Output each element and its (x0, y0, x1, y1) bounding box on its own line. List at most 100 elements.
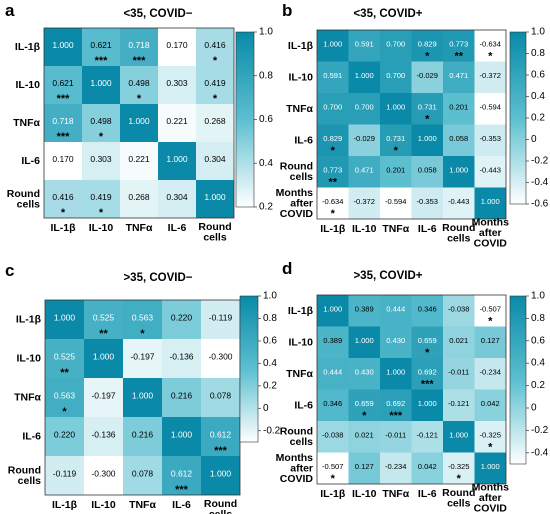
heatmap-cell (162, 300, 201, 339)
heatmap-cell (196, 66, 234, 104)
cell-value-label: -0.197 (91, 391, 115, 401)
heatmap-cell (317, 421, 349, 453)
heatmap-cell (196, 180, 234, 218)
col-label-a-4: cells (203, 231, 227, 243)
cell-value-label: -0.300 (208, 352, 232, 362)
heatmap-cell (474, 93, 506, 125)
colorbar-tick-label: 0.2 (531, 113, 545, 124)
heatmap-cell (158, 180, 196, 218)
row-label-d-5: after (290, 462, 313, 474)
cell-value-label: 1.000 (449, 430, 468, 439)
heatmap-cell (84, 300, 123, 339)
heatmap-cell (474, 452, 506, 484)
cell-value-label: -0.234 (479, 367, 501, 376)
heatmap-cell (443, 156, 475, 188)
heatmap-cell (411, 295, 443, 327)
heatmap-cell (201, 456, 240, 495)
panel-title-a: <35, COVID− (123, 8, 192, 20)
colorbar-tick-label: 0.6 (263, 335, 277, 346)
cell-value-label: 0.268 (204, 116, 226, 126)
heatmap-cell (380, 61, 412, 93)
heatmap-cell (317, 187, 349, 219)
colorbar-tick-label: 0.4 (531, 358, 545, 369)
heatmap-cell (317, 326, 349, 358)
cell-value-label: 0.304 (166, 192, 188, 202)
significance-stars: * (488, 442, 493, 454)
heatmap-cell (411, 421, 443, 453)
heatmap-cell (348, 124, 380, 156)
heatmap-cell (411, 156, 443, 188)
heatmap-cell (443, 295, 475, 327)
colorbar-tick-label: 0.2 (259, 202, 273, 213)
heatmap-cell (84, 417, 123, 456)
heatmap-cell (474, 326, 506, 358)
cell-value-label: 0.563 (132, 313, 154, 323)
cell-value-label: 1.000 (449, 165, 468, 174)
significance-stars: * (331, 145, 336, 157)
cell-value-label: -0.011 (385, 430, 406, 439)
col-label-a-3: IL-6 (168, 222, 187, 234)
cell-value-label: 0.346 (418, 304, 437, 313)
row-label-d-1: IL-10 (288, 336, 313, 348)
significance-stars: * (488, 316, 493, 328)
cell-value-label: 0.201 (386, 165, 405, 174)
cell-value-label: 0.389 (323, 336, 342, 345)
row-label-d-3: IL-6 (294, 399, 313, 411)
heatmap-cell (348, 295, 380, 327)
heatmap-cell (120, 180, 158, 218)
heatmap-cell (45, 339, 84, 378)
cell-value-label: 0.021 (449, 336, 468, 345)
significance-stars: ** (60, 367, 69, 379)
colorbar-tick-label: -0.2 (263, 425, 281, 436)
heatmap-cell (317, 389, 349, 421)
cell-value-label: 0.700 (355, 102, 374, 111)
cell-value-label: 0.170 (166, 40, 188, 50)
cell-value-label: 0.612 (210, 430, 232, 440)
heatmap-cell (411, 358, 443, 390)
colorbar-b (509, 31, 527, 205)
cell-value-label: 0.471 (449, 71, 468, 80)
cell-value-label: 0.201 (449, 102, 468, 111)
colorbar-tick-label: 0.6 (531, 335, 545, 346)
cell-value-label: 0.389 (355, 304, 374, 313)
heatmap-cell (474, 389, 506, 421)
heatmap-cell (120, 66, 158, 104)
heatmap-panel-a: a <35, COVID−1.000 0.621***0.718***0.170 0.… (5, 1, 273, 243)
heatmap-cell (474, 187, 506, 219)
heatmap-cell (411, 187, 443, 219)
heatmap-cell (317, 30, 349, 62)
cell-value-label: 0.127 (355, 462, 374, 471)
cell-value-label: 0.021 (355, 430, 374, 439)
cell-value-label: -0.372 (353, 197, 375, 206)
heatmap-cell (45, 456, 84, 495)
significance-stars: * (61, 207, 66, 219)
row-label-a-2: TNFα (13, 117, 40, 129)
colorbar-tick-label: 1.0 (531, 27, 545, 38)
col-label-d-5: Months (472, 482, 509, 494)
heatmap-cell (158, 142, 196, 180)
colorbar-tick-label: 0.8 (531, 313, 545, 324)
panel-letter-c: c (5, 261, 14, 280)
significance-stars: *** (95, 55, 109, 67)
cell-value-label: -0.029 (353, 134, 375, 143)
cell-value-label: -0.634 (479, 39, 501, 48)
cell-value-label: 0.692 (386, 399, 405, 408)
cell-value-label: 0.525 (93, 313, 115, 323)
heatmap-cell (45, 417, 84, 456)
heatmap-cell (380, 93, 412, 125)
colorbar-tick-label: 0.4 (259, 158, 273, 169)
cell-value-label: 1.000 (355, 71, 374, 80)
cell-value-label: -0.029 (416, 71, 438, 80)
panel-title-c: >35, COVID− (123, 272, 192, 284)
heatmap-cell (474, 156, 506, 188)
heatmap-cell (44, 180, 82, 218)
significance-stars: * (362, 410, 367, 422)
colorbar-tick-label: -0.2 (531, 156, 549, 167)
cell-value-label: 1.000 (323, 304, 342, 313)
heatmap-cell (380, 358, 412, 390)
significance-stars: * (331, 208, 336, 220)
colorbar-tick-label: 1.0 (531, 291, 545, 302)
heatmap-cell (380, 389, 412, 421)
col-label-d-2: TNFα (382, 488, 409, 500)
